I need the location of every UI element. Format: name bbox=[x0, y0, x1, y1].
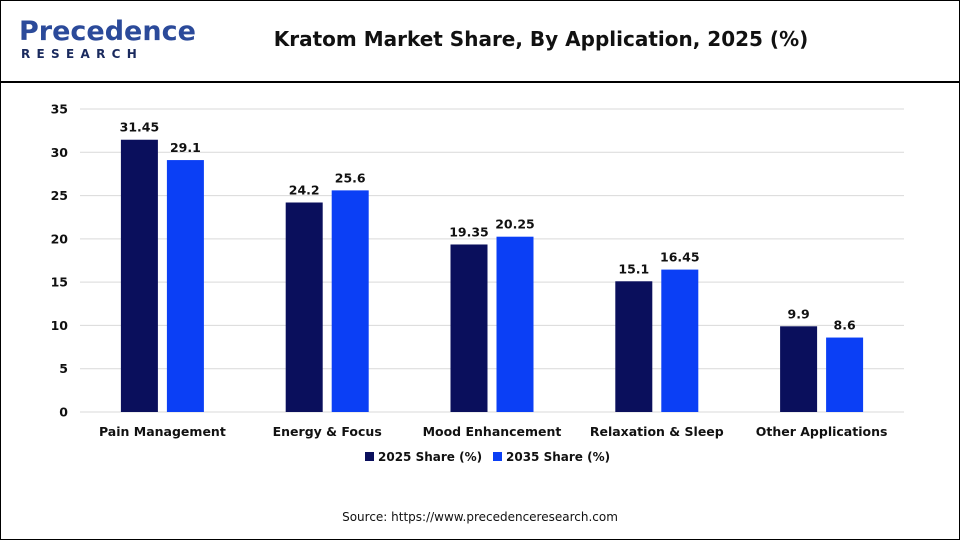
bar-2025 bbox=[120, 139, 158, 412]
x-tick-label: Other Applications bbox=[756, 424, 888, 439]
data-label: 15.1 bbox=[618, 261, 649, 276]
y-tick-label: 25 bbox=[51, 188, 68, 203]
header-divider bbox=[1, 81, 959, 83]
header: Precedence RESEARCH Kratom Market Share,… bbox=[1, 1, 959, 81]
bar-2025 bbox=[285, 202, 323, 412]
logo-subtitle: RESEARCH bbox=[21, 47, 144, 61]
y-tick-label: 35 bbox=[51, 102, 68, 117]
bar-chart: 0 5 10 15 20 25 30 35 31.45 29.1 Pain Management 24… bbox=[51, 102, 904, 464]
source-note: Source: https://www.precedenceresearch.c… bbox=[342, 510, 618, 524]
bar-2035 bbox=[166, 160, 204, 412]
y-tick-label: 15 bbox=[51, 275, 68, 290]
bar-2035 bbox=[826, 337, 864, 412]
legend-label: 2025 Share (%) bbox=[378, 450, 482, 464]
data-label: 9.9 bbox=[788, 306, 810, 321]
chart-title: Kratom Market Share, By Application, 202… bbox=[273, 27, 809, 51]
legend-swatch bbox=[365, 452, 374, 461]
bar-2035 bbox=[496, 236, 534, 412]
data-label: 31.45 bbox=[120, 120, 160, 135]
y-tick-label: 10 bbox=[51, 318, 69, 333]
y-tick-label: 20 bbox=[51, 231, 69, 246]
bar-2035 bbox=[661, 269, 699, 412]
bar-2035 bbox=[331, 190, 369, 412]
y-tick-label: 5 bbox=[59, 361, 68, 376]
x-tick-label: Pain Management bbox=[99, 424, 226, 439]
y-tick-label: 0 bbox=[59, 405, 68, 420]
bar-2025 bbox=[450, 244, 488, 412]
x-tick-label: Mood Enhancement bbox=[423, 424, 562, 439]
data-label: 19.35 bbox=[449, 224, 489, 239]
data-label: 16.45 bbox=[660, 250, 700, 265]
logo-wordmark: Precedence bbox=[19, 16, 196, 47]
data-label: 29.1 bbox=[170, 140, 201, 155]
x-tick-label: Energy & Focus bbox=[273, 424, 382, 439]
y-tick-label: 30 bbox=[51, 145, 69, 160]
data-label: 8.6 bbox=[834, 318, 856, 333]
bar-2025 bbox=[780, 326, 818, 412]
logo: Precedence RESEARCH bbox=[19, 17, 196, 65]
data-label: 20.25 bbox=[495, 217, 535, 232]
legend-swatch bbox=[493, 452, 502, 461]
x-tick-label: Relaxation & Sleep bbox=[590, 424, 724, 439]
data-label: 24.2 bbox=[289, 182, 320, 197]
legend-label: 2035 Share (%) bbox=[506, 450, 610, 464]
bar-2025 bbox=[615, 281, 653, 412]
data-label: 25.6 bbox=[335, 170, 366, 185]
